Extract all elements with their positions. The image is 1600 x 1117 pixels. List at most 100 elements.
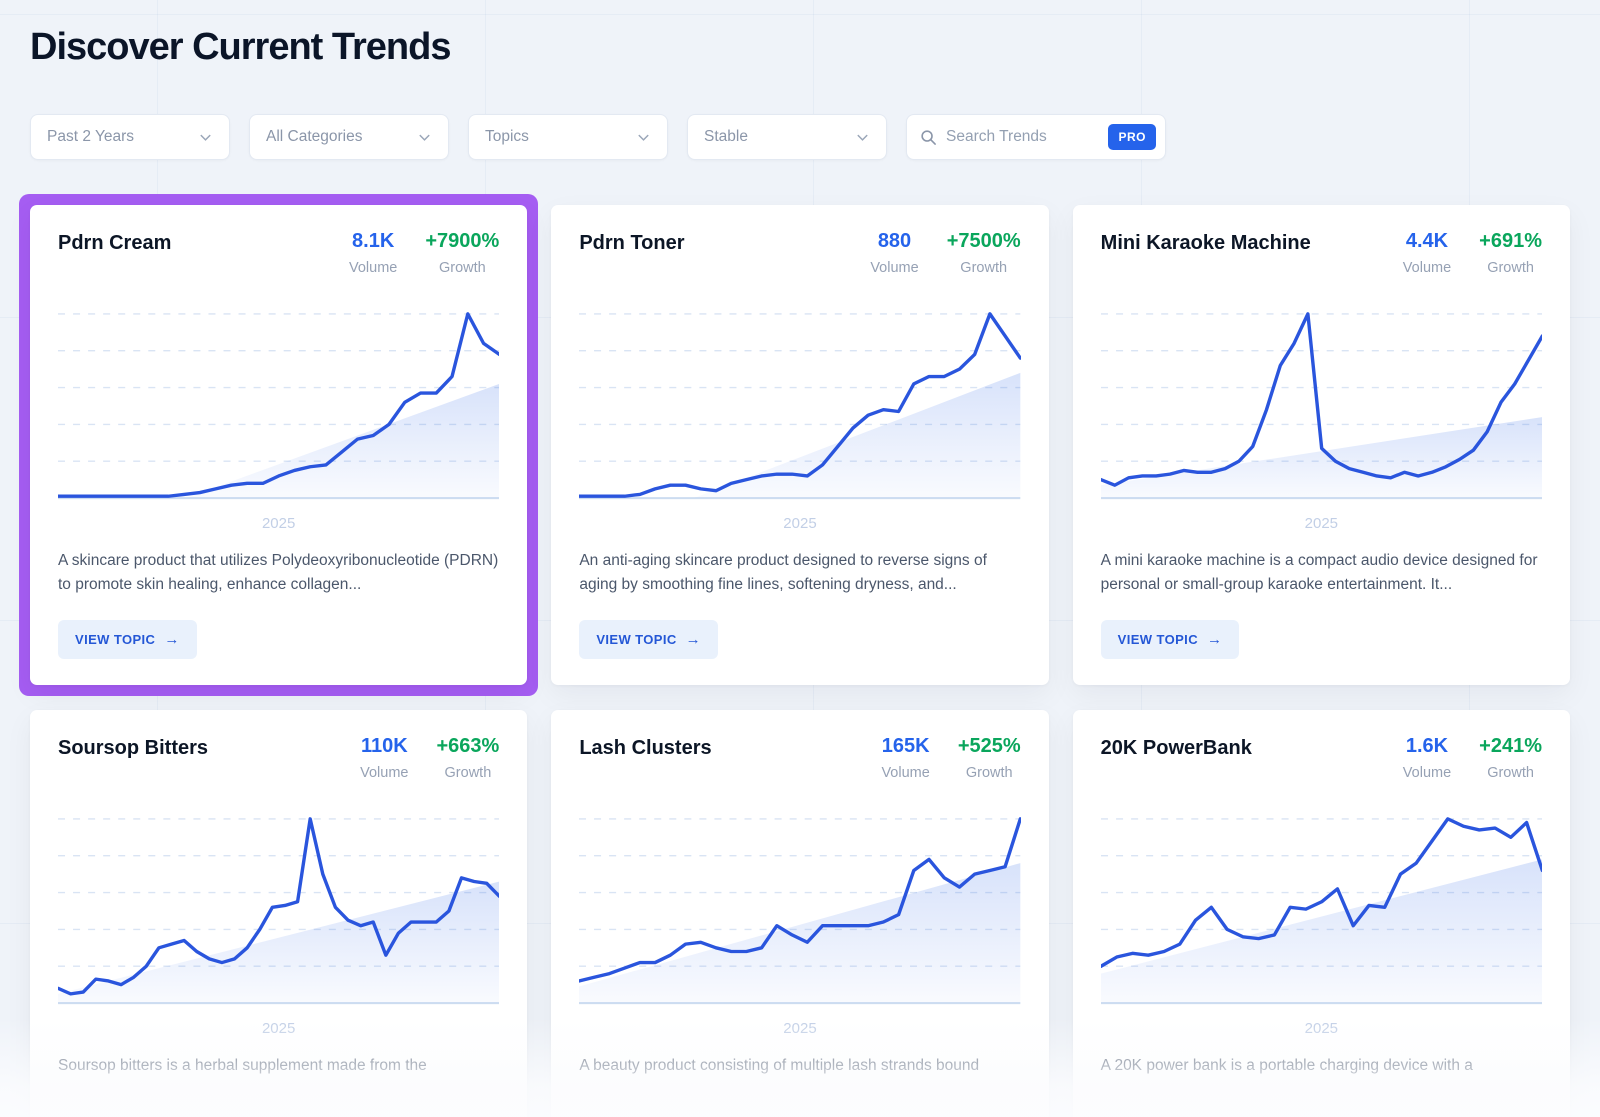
filter-dropdown-stability[interactable]: Stable (687, 114, 887, 160)
growth-stat: +241% Growth (1479, 735, 1542, 781)
x-axis-year-label: 2025 (1304, 1020, 1339, 1037)
growth-value: +663% (436, 735, 500, 757)
card-header: Soursop Bitters 110K Volume +663% Growth (58, 735, 499, 781)
chart-area: 2025 (58, 807, 500, 1037)
trend-description: A skincare product that utilizes Polydeo… (58, 552, 499, 594)
search-input[interactable] (946, 128, 1100, 146)
trend-card-mini-karaoke-machine: Mini Karaoke Machine 4.4K Volume +691% G… (1072, 205, 1570, 685)
growth-value: +691% (1479, 230, 1542, 252)
view-topic-button[interactable]: VIEW TOPIC → (58, 620, 197, 659)
x-axis-year-label: 2025 (261, 1020, 296, 1037)
card-header: Pdrn Cream 8.1K Volume +7900% Growth (58, 230, 499, 276)
x-axis-year-label: 2025 (1304, 515, 1339, 532)
filter-dropdown-timeframe[interactable]: Past 2 Years (30, 114, 230, 160)
search-trends-field: PRO (906, 114, 1166, 160)
view-topic-button[interactable]: VIEW TOPIC → (579, 620, 719, 659)
growth-stat: +525% Growth (958, 735, 1021, 781)
growth-value: +7900% (425, 230, 500, 252)
trend-chart-svg (1100, 312, 1542, 500)
trend-title: Soursop Bitters (58, 737, 209, 759)
volume-stat: 880 Volume (870, 230, 918, 276)
chevron-down-icon (417, 130, 432, 145)
trends-grid: Pdrn Cream 8.1K Volume +7900% Growth 202… (19, 194, 1570, 1117)
volume-value: 8.1K (352, 230, 395, 252)
trend-description: A 20K power bank is a portable charging … (1100, 1057, 1473, 1074)
card-header: Lash Clusters 165K Volume +525% Growth (579, 735, 1020, 781)
trend-chart-svg (579, 312, 1021, 500)
trend-title: Pdrn Toner (579, 232, 685, 254)
volume-label: Volume (881, 765, 930, 781)
growth-stat: +663% Growth (436, 735, 499, 781)
chevron-down-icon (636, 130, 651, 145)
growth-label: Growth (444, 765, 492, 781)
trend-card-20k-powerbank: 20K PowerBank 1.6K Volume +241% Growth 2… (1072, 710, 1570, 1117)
filter-dropdown-label: Stable (704, 128, 748, 145)
trend-title: 20K PowerBank (1100, 737, 1252, 759)
growth-label: Growth (960, 260, 1008, 276)
volume-stat: 1.6K Volume (1403, 735, 1451, 781)
trend-description: A beauty product consisting of multiple … (579, 1057, 980, 1074)
card-header: Mini Karaoke Machine 4.4K Volume +691% G… (1101, 230, 1542, 276)
trend-title: Mini Karaoke Machine (1100, 232, 1311, 254)
pro-badge: PRO (1108, 124, 1156, 150)
trend-stats: 880 Volume +7500% Growth (870, 230, 1020, 276)
filter-bar: Past 2 Years All Categories Topics Stabl… (30, 114, 1570, 160)
filter-dropdown-label: Past 2 Years (47, 128, 135, 145)
growth-value: +525% (957, 735, 1021, 757)
trend-stats: 165K Volume +525% Growth (881, 735, 1020, 781)
view-topic-button[interactable]: VIEW TOPIC → (1100, 620, 1240, 659)
volume-stat: 4.4K Volume (1403, 230, 1451, 276)
chart-area: 2025 (58, 302, 500, 532)
trend-chart-svg (1100, 817, 1542, 1005)
chart-area: 2025 (579, 302, 1021, 532)
trend-title: Lash Clusters (579, 737, 712, 759)
x-axis-year-label: 2025 (261, 515, 296, 532)
view-topic-label: VIEW TOPIC (1117, 632, 1198, 647)
arrow-right-icon: → (1206, 631, 1223, 648)
chart-area: 2025 (1100, 302, 1542, 532)
volume-value: 165K (881, 735, 930, 757)
chevron-down-icon (855, 130, 870, 145)
trend-description: A mini karaoke machine is a compact audi… (1100, 552, 1538, 594)
filter-dropdown-categories[interactable]: All Categories (249, 114, 449, 160)
volume-value: 4.4K (1405, 230, 1449, 252)
trend-chart-svg (58, 817, 500, 1005)
trend-chart-svg (579, 817, 1021, 1005)
growth-value: +241% (1479, 735, 1542, 757)
volume-stat: 8.1K Volume (349, 230, 397, 276)
growth-label: Growth (1487, 260, 1534, 276)
trend-card-soursop-bitters: Soursop Bitters 110K Volume +663% Growth… (30, 710, 528, 1117)
growth-value: +7500% (946, 230, 1021, 252)
chart-area: 2025 (579, 807, 1021, 1037)
view-topic-label: VIEW TOPIC (75, 632, 156, 647)
trend-stats: 110K Volume +663% Growth (360, 735, 499, 781)
volume-label: Volume (360, 765, 409, 781)
trend-card-pdrn-toner: Pdrn Toner 880 Volume +7500% Growth 2025… (551, 205, 1049, 685)
volume-stat: 110K Volume (360, 735, 408, 781)
trend-stats: 1.6K Volume +241% Growth (1403, 735, 1542, 781)
volume-label: Volume (870, 260, 919, 276)
highlight-frame: Pdrn Cream 8.1K Volume +7900% Growth 202… (19, 194, 539, 696)
view-topic-label: VIEW TOPIC (596, 632, 677, 647)
volume-label: Volume (1402, 260, 1452, 276)
trend-card-lash-clusters: Lash Clusters 165K Volume +525% Growth 2… (551, 710, 1049, 1117)
growth-label: Growth (1487, 765, 1534, 781)
filter-dropdown-topics[interactable]: Topics (468, 114, 668, 160)
trend-description: Soursop bitters is a herbal supplement m… (58, 1057, 427, 1074)
volume-stat: 165K Volume (881, 735, 929, 781)
card-header: Pdrn Toner 880 Volume +7500% Growth (579, 230, 1020, 276)
page-title: Discover Current Trends (30, 26, 451, 68)
trend-chart-svg (58, 312, 500, 500)
trend-title: Pdrn Cream (58, 232, 172, 254)
chart-area: 2025 (1100, 807, 1542, 1037)
chevron-down-icon (198, 130, 213, 145)
trend-description: An anti-aging skincare product designed … (579, 552, 987, 594)
volume-label: Volume (1402, 765, 1452, 781)
trend-stats: 8.1K Volume +7900% Growth (349, 230, 499, 276)
arrow-right-icon: → (164, 631, 180, 648)
growth-stat: +7500% Growth (947, 230, 1021, 276)
volume-value: 1.6K (1405, 735, 1449, 757)
volume-value: 110K (360, 735, 408, 757)
arrow-right-icon: → (685, 631, 702, 648)
growth-stat: +7900% Growth (425, 230, 499, 276)
